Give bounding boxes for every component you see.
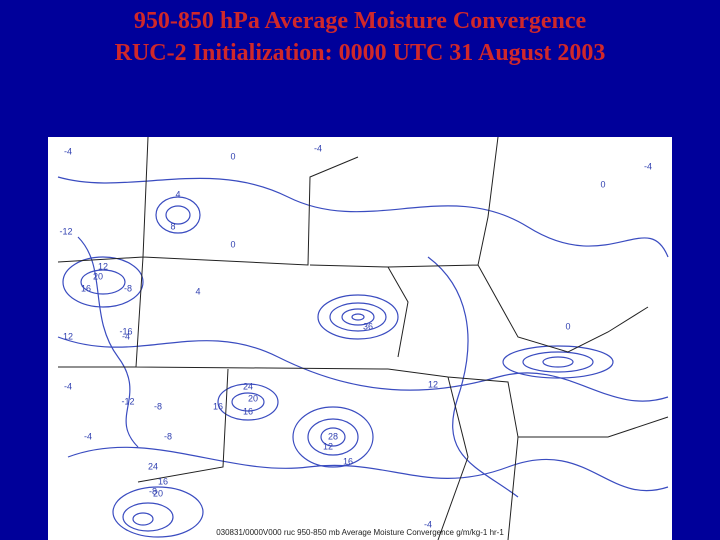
- contour-label: 0: [600, 179, 605, 189]
- boundaries: [57, 137, 669, 540]
- contour-label: 24: [243, 381, 253, 391]
- contour-label: -12: [59, 226, 72, 236]
- contour-label: 0: [230, 151, 235, 161]
- contour-label: 36: [363, 321, 373, 331]
- contour-label: 4: [195, 286, 200, 296]
- contour-label: 16: [243, 406, 253, 416]
- contour-label: -8: [149, 486, 157, 496]
- contour-label: 24: [148, 461, 158, 471]
- contour-label: 20: [153, 488, 163, 498]
- contour-label: 8: [170, 221, 175, 231]
- contour-label: -16: [119, 326, 132, 336]
- contour-label: -4: [122, 331, 130, 341]
- contour-label: 12: [323, 441, 333, 451]
- contour-label: -8: [124, 283, 132, 293]
- contour-label: -4: [314, 143, 322, 153]
- contour-label: 0: [230, 239, 235, 249]
- contour-label: 28: [328, 431, 338, 441]
- contour-label: 16: [81, 283, 91, 293]
- contour-label: 0: [565, 321, 570, 331]
- contour-label: 12: [98, 261, 108, 271]
- contours: [57, 176, 669, 538]
- contour-label: 16: [343, 456, 353, 466]
- contour-label: 12: [428, 379, 438, 389]
- contour-label: 20: [93, 271, 103, 281]
- contour-label: -4: [64, 381, 72, 391]
- contour-label: -4: [644, 161, 652, 171]
- contour-label: -4: [64, 146, 72, 156]
- contour-label: -4: [84, 431, 92, 441]
- contour-label: 16: [158, 476, 168, 486]
- contour-label: -8: [164, 431, 172, 441]
- contour-label: -4: [424, 519, 432, 529]
- contour-label: 12: [63, 331, 73, 341]
- contour-label: 16: [213, 401, 223, 411]
- contour-label: 4: [175, 189, 180, 199]
- title-line: 950-850 hPa Average Moisture Convergence: [133, 8, 587, 34]
- contour-label: -8: [154, 401, 162, 411]
- contour-label: -12: [121, 396, 134, 406]
- map-caption: 030831/0000V000 ruc 950-850 mb Average M…: [216, 528, 504, 537]
- contour-label: 20: [248, 393, 258, 403]
- title-line: RUC-2 Initialization: 0000 UTC 31 August…: [114, 40, 606, 66]
